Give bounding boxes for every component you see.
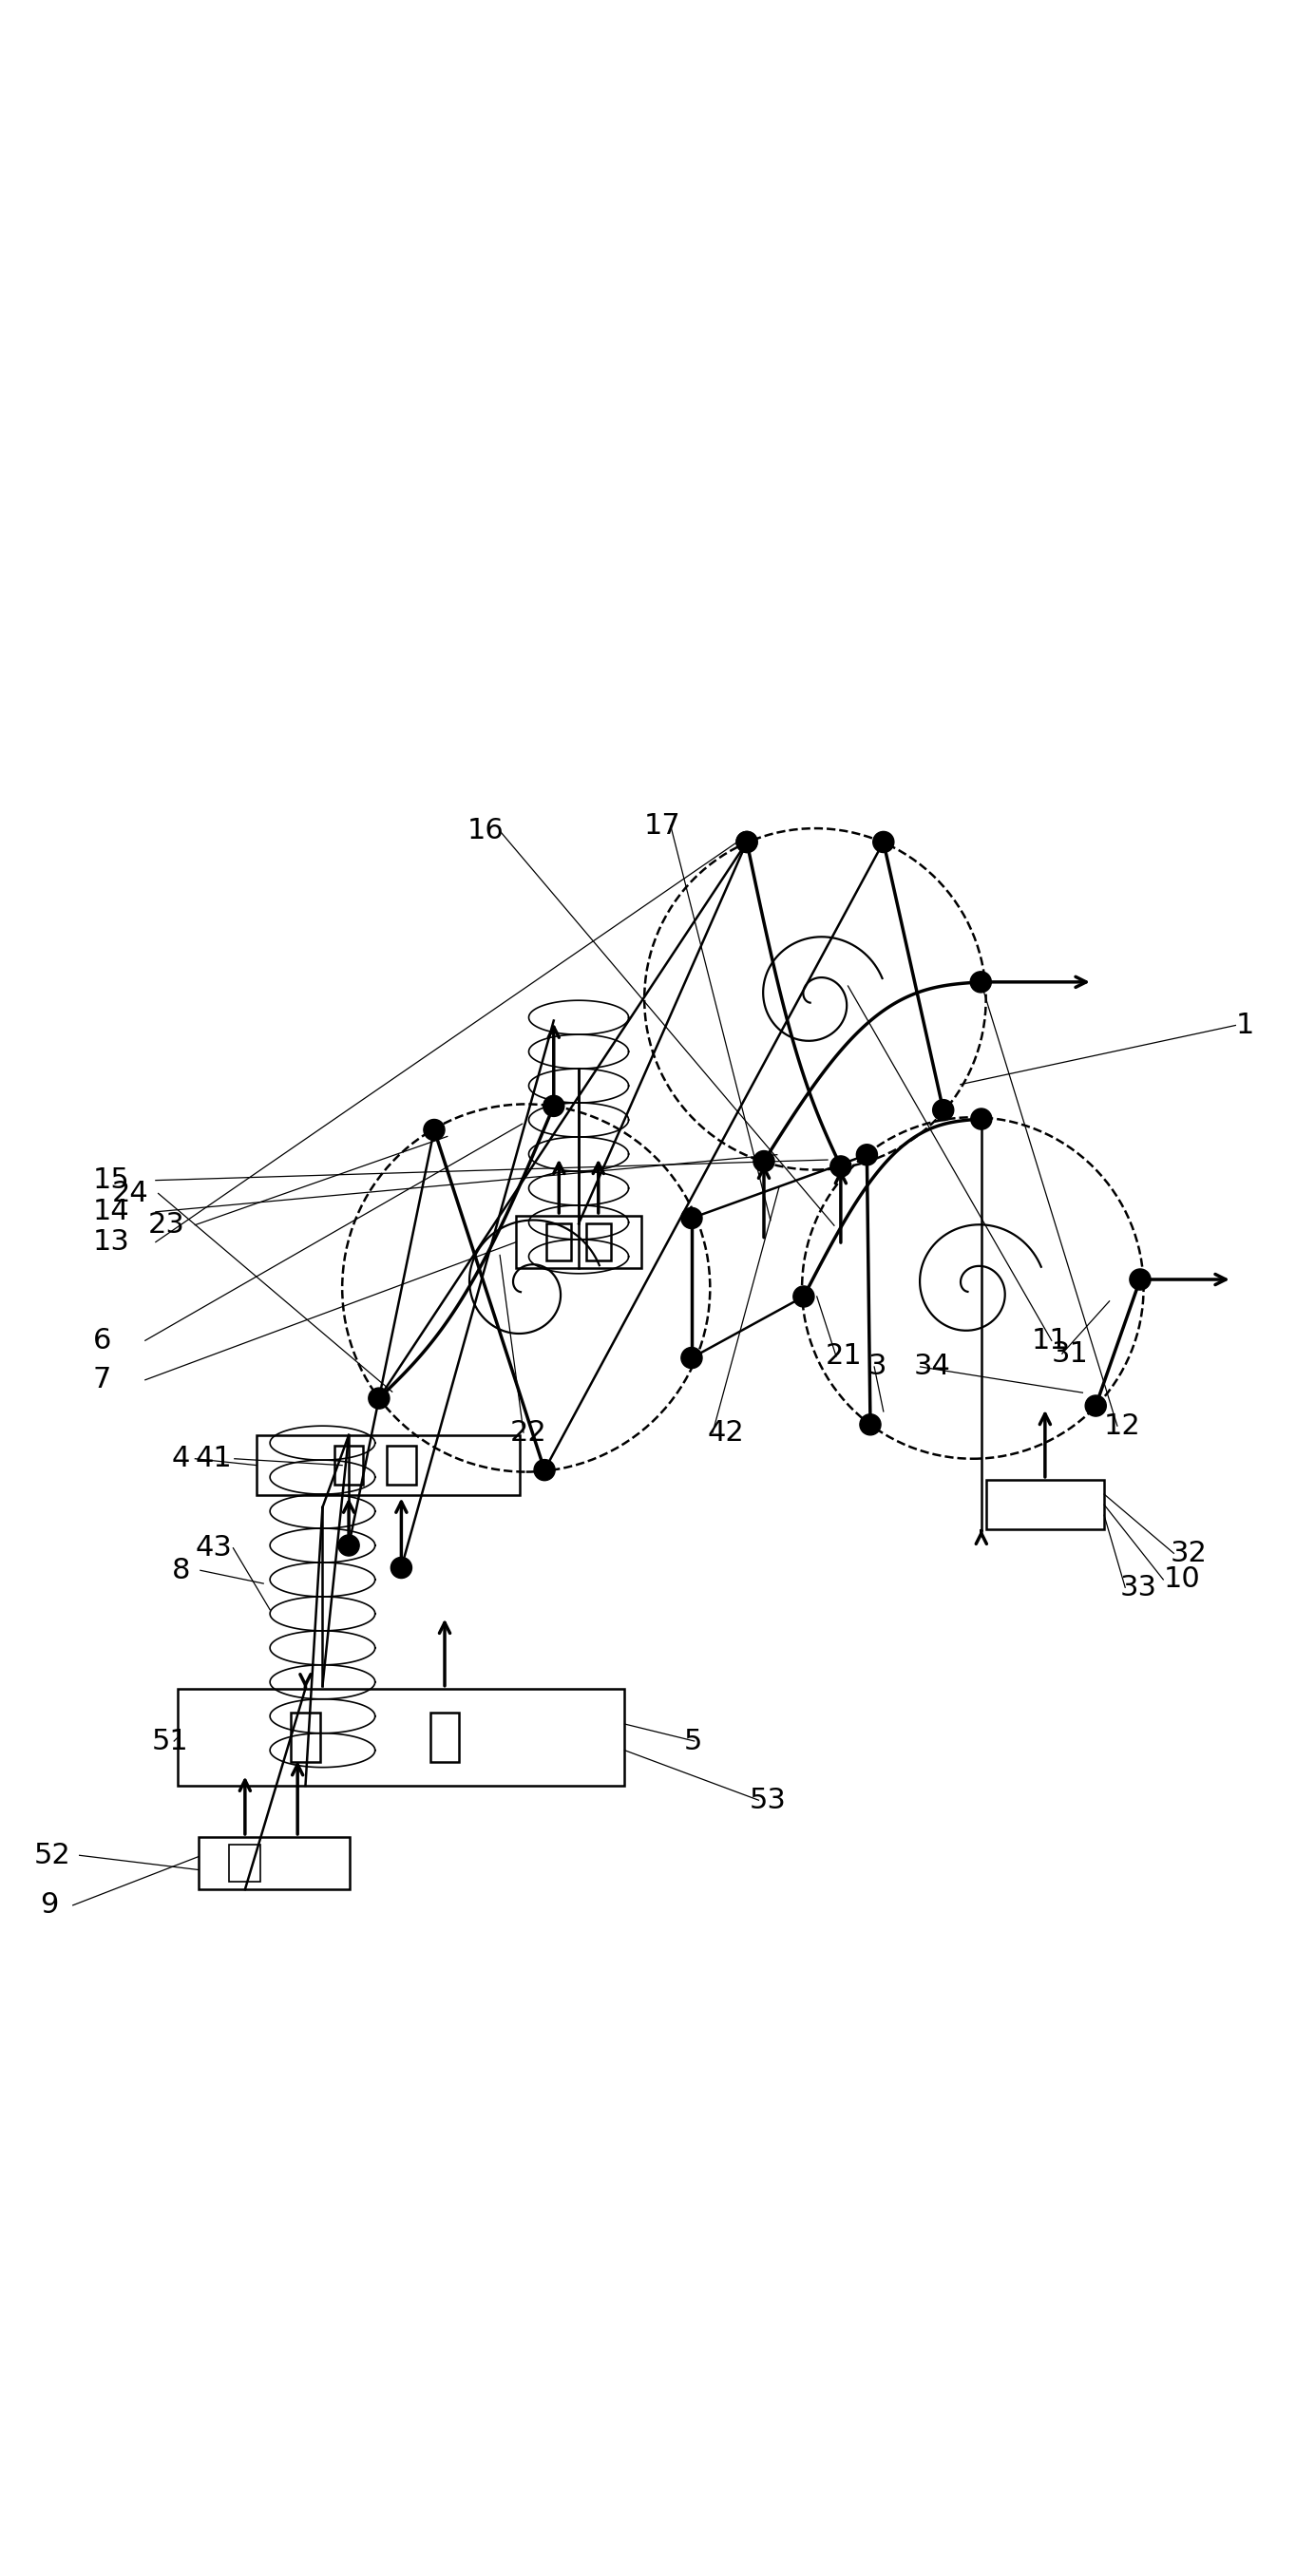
- Text: 32: 32: [1170, 1540, 1207, 1566]
- Circle shape: [830, 1157, 851, 1177]
- Circle shape: [338, 1535, 359, 1556]
- Text: 10: 10: [1164, 1566, 1201, 1595]
- Circle shape: [873, 832, 894, 853]
- Text: 33: 33: [1120, 1574, 1157, 1602]
- Text: 15: 15: [92, 1167, 129, 1195]
- Text: 4: 4: [171, 1445, 189, 1473]
- Circle shape: [970, 1108, 992, 1128]
- Bar: [229, 1844, 260, 1880]
- Bar: [387, 1445, 416, 1484]
- Bar: [986, 1479, 1105, 1530]
- Bar: [547, 1224, 572, 1260]
- Text: 22: 22: [510, 1419, 547, 1445]
- Text: 8: 8: [171, 1556, 189, 1584]
- Circle shape: [543, 1095, 564, 1115]
- Text: 1: 1: [1236, 1012, 1255, 1038]
- Text: 41: 41: [195, 1445, 231, 1473]
- Circle shape: [423, 1121, 444, 1141]
- Text: 24: 24: [112, 1180, 149, 1208]
- Circle shape: [391, 1558, 412, 1579]
- Circle shape: [534, 1461, 555, 1481]
- Circle shape: [736, 832, 757, 853]
- Text: 31: 31: [1052, 1340, 1089, 1368]
- Bar: [256, 1435, 519, 1497]
- Circle shape: [736, 832, 757, 853]
- Circle shape: [970, 971, 992, 992]
- Text: 12: 12: [1105, 1412, 1141, 1440]
- Bar: [517, 1216, 642, 1267]
- Text: 7: 7: [92, 1365, 110, 1394]
- Text: 5: 5: [684, 1728, 702, 1754]
- Text: 23: 23: [147, 1211, 184, 1239]
- Text: 51: 51: [151, 1728, 188, 1754]
- Bar: [430, 1713, 459, 1762]
- Text: 16: 16: [467, 817, 504, 845]
- Bar: [199, 1837, 350, 1888]
- Circle shape: [681, 1208, 702, 1229]
- Circle shape: [753, 1151, 775, 1172]
- Text: 43: 43: [195, 1535, 231, 1561]
- Text: 3: 3: [868, 1352, 886, 1381]
- Text: 34: 34: [914, 1352, 951, 1381]
- Text: 17: 17: [644, 811, 681, 840]
- Circle shape: [856, 1144, 877, 1164]
- Text: 42: 42: [707, 1419, 744, 1445]
- Text: 14: 14: [92, 1198, 129, 1226]
- Circle shape: [860, 1414, 881, 1435]
- Bar: [178, 1687, 625, 1785]
- Text: 52: 52: [33, 1842, 70, 1870]
- Text: 9: 9: [39, 1891, 58, 1919]
- Circle shape: [1130, 1270, 1151, 1291]
- Text: 11: 11: [1032, 1327, 1069, 1355]
- Bar: [586, 1224, 611, 1260]
- Circle shape: [793, 1285, 814, 1306]
- Circle shape: [1085, 1396, 1106, 1417]
- Text: 6: 6: [92, 1327, 110, 1355]
- Text: 21: 21: [826, 1342, 863, 1370]
- Circle shape: [368, 1388, 389, 1409]
- Text: 53: 53: [750, 1785, 786, 1814]
- Bar: [291, 1713, 320, 1762]
- Circle shape: [681, 1347, 702, 1368]
- Circle shape: [932, 1100, 953, 1121]
- Text: 13: 13: [92, 1229, 130, 1257]
- Bar: [334, 1445, 363, 1484]
